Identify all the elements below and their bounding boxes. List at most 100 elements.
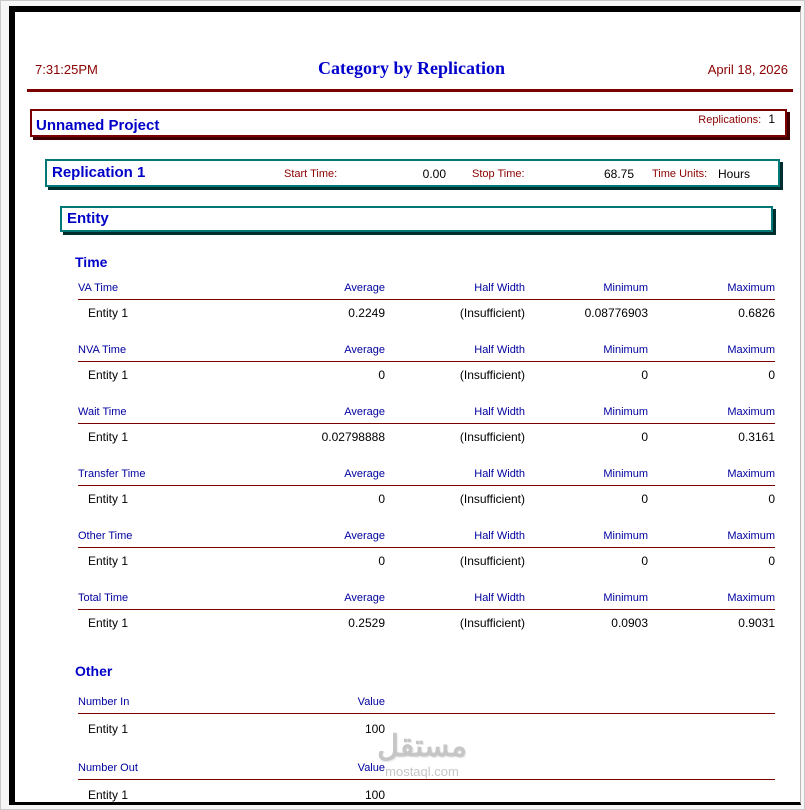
stat-table-header: NVA Time Average Half Width Minimum Maxi…	[78, 344, 775, 362]
header-divider	[27, 89, 793, 92]
replication-title: Replication 1	[52, 164, 146, 181]
col-value: Value	[357, 762, 385, 774]
report-date: April 18, 2026	[707, 62, 788, 77]
col-average: Average	[344, 592, 385, 604]
stat-table-header: Other Time Average Half Width Minimum Ma…	[78, 530, 775, 548]
stat-table-total-time: Total Time Average Half Width Minimum Ma…	[78, 592, 775, 637]
stat-label: Transfer Time	[78, 468, 146, 480]
cell-minimum: 0	[641, 554, 648, 568]
stat-table-wait-time: Wait Time Average Half Width Minimum Max…	[78, 406, 775, 451]
cell-half-width: (Insufficient)	[459, 616, 525, 630]
replication-group-box: Replication 1 Start Time: 0.00 Stop Time…	[45, 159, 780, 187]
col-average: Average	[344, 530, 385, 542]
col-minimum: Minimum	[603, 592, 648, 604]
stat-label: Number In	[78, 696, 130, 708]
cell-maximum: 0.6826	[738, 306, 775, 320]
col-half-width: Half Width	[474, 592, 525, 604]
cell-maximum: 0.9031	[738, 616, 775, 630]
time-tables: VA Time Average Half Width Minimum Maxim…	[78, 282, 775, 637]
other-section-heading: Other	[75, 663, 113, 679]
col-half-width: Half Width	[474, 282, 525, 294]
stat-label: Total Time	[78, 592, 129, 604]
cell-average: 0.2249	[348, 306, 385, 320]
stat-table-number-in: Number In Value Entity 1 100	[78, 696, 775, 745]
stat-table-va-time: VA Time Average Half Width Minimum Maxim…	[78, 282, 775, 327]
col-average: Average	[344, 468, 385, 480]
col-minimum: Minimum	[603, 406, 648, 418]
col-average: Average	[344, 406, 385, 418]
cell-minimum: 0	[641, 368, 648, 382]
entity-category-box: Entity	[60, 206, 773, 232]
stat-table-header: Total Time Average Half Width Minimum Ma…	[78, 592, 775, 610]
start-time-value: 0.00	[422, 167, 446, 181]
stat-label: Wait Time	[78, 406, 127, 418]
stop-time-label: Stop Time:	[472, 168, 525, 180]
col-value: Value	[357, 696, 385, 708]
col-maximum: Maximum	[727, 592, 775, 604]
col-half-width: Half Width	[474, 530, 525, 542]
stop-time-value: 68.75	[603, 167, 634, 181]
table-row: Entity 1 0 (Insufficient) 0 0	[78, 362, 775, 389]
stat-label: NVA Time	[78, 344, 127, 356]
cell-average: 0	[378, 492, 385, 506]
col-minimum: Minimum	[603, 530, 648, 542]
row-name: Entity 1	[88, 616, 129, 630]
col-average: Average	[344, 344, 385, 356]
entity-category-title: Entity	[67, 210, 109, 227]
row-name: Entity 1	[88, 368, 129, 382]
time-units-value: Hours	[718, 167, 751, 181]
cell-maximum: 0	[768, 554, 775, 568]
cell-average: 0	[378, 554, 385, 568]
table-row: Entity 1 0 (Insufficient) 0 0	[78, 486, 775, 513]
table-row: Entity 1 100	[78, 714, 775, 745]
col-half-width: Half Width	[474, 468, 525, 480]
stat-table-header: Number In Value	[78, 696, 775, 714]
col-maximum: Maximum	[727, 344, 775, 356]
col-half-width: Half Width	[474, 344, 525, 356]
cell-half-width: (Insufficient)	[459, 554, 525, 568]
start-time-label: Start Time:	[284, 168, 338, 180]
report-page: 7:31:25PM Category by Replication April …	[9, 6, 801, 805]
table-row: Entity 1 100	[78, 780, 775, 809]
cell-maximum: 0.3161	[738, 430, 775, 444]
stat-table-number-out: Number Out Value Entity 1 100	[78, 762, 775, 809]
time-units-label: Time Units:	[652, 168, 708, 180]
cell-half-width: (Insufficient)	[459, 306, 525, 320]
stat-table-transfer-time: Transfer Time Average Half Width Minimum…	[78, 468, 775, 513]
cell-maximum: 0	[768, 492, 775, 506]
row-name: Entity 1	[88, 554, 129, 568]
row-name: Entity 1	[88, 722, 129, 736]
stat-label: Number Out	[78, 762, 138, 774]
col-minimum: Minimum	[603, 282, 648, 294]
col-minimum: Minimum	[603, 468, 648, 480]
col-average: Average	[344, 282, 385, 294]
table-row: Entity 1 0.2529 (Insufficient) 0.0903 0.…	[78, 610, 775, 637]
replications-label: Replications:	[698, 114, 762, 126]
cell-minimum: 0	[641, 430, 648, 444]
cell-value: 100	[364, 788, 385, 802]
stat-table-header: VA Time Average Half Width Minimum Maxim…	[78, 282, 775, 300]
cell-value: 100	[364, 722, 385, 736]
col-maximum: Maximum	[727, 406, 775, 418]
stat-table-other-time: Other Time Average Half Width Minimum Ma…	[78, 530, 775, 575]
cell-minimum: 0	[641, 492, 648, 506]
time-section-heading: Time	[75, 254, 108, 270]
cell-half-width: (Insufficient)	[459, 430, 525, 444]
report-time: 7:31:25PM	[35, 62, 98, 77]
replications-field: Replications: 1	[698, 112, 775, 126]
stat-table-header: Wait Time Average Half Width Minimum Max…	[78, 406, 775, 424]
cell-half-width: (Insufficient)	[459, 492, 525, 506]
report-header: 7:31:25PM Category by Replication April …	[35, 58, 788, 79]
table-row: Entity 1 0.2249 (Insufficient) 0.0877690…	[78, 300, 775, 327]
stat-table-nva-time: NVA Time Average Half Width Minimum Maxi…	[78, 344, 775, 389]
project-title: Unnamed Project	[36, 117, 160, 134]
cell-half-width: (Insufficient)	[459, 368, 525, 382]
col-half-width: Half Width	[474, 406, 525, 418]
replications-value: 1	[768, 112, 775, 126]
stat-label: VA Time	[78, 282, 119, 294]
stat-table-header: Transfer Time Average Half Width Minimum…	[78, 468, 775, 486]
cell-minimum: 0.0903	[611, 616, 648, 630]
row-name: Entity 1	[88, 492, 129, 506]
col-maximum: Maximum	[727, 468, 775, 480]
